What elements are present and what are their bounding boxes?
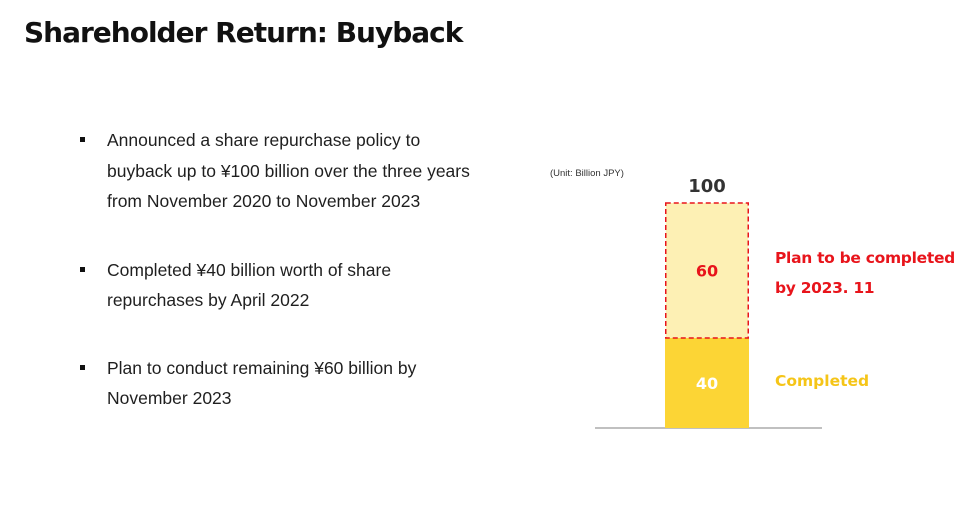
bullet-line: Announced a share repurchase policy to xyxy=(107,130,421,150)
bullet-line: Completed ¥40 billion worth of share xyxy=(107,259,392,280)
bullet-item: Announced a share repurchase policy to b… xyxy=(78,125,518,217)
square-bullet-icon xyxy=(80,266,85,272)
chart-unit-label: (Unit: Billion JPY) xyxy=(550,168,624,179)
bullet-line: repurchases by April 2022 xyxy=(107,290,310,310)
page-title: Shareholder Return: Buyback xyxy=(24,16,463,49)
buyback-stacked-bar-chart: 40 60 100 xyxy=(595,176,822,429)
bar-segment-label: 40 xyxy=(696,374,718,393)
bullet-line: November 2023 xyxy=(107,388,232,408)
bar-segment-label: 60 xyxy=(696,262,718,281)
square-bullet-icon xyxy=(80,364,85,370)
bullet-line: from November 2020 to November 2023 xyxy=(107,191,421,211)
bullet-item: Completed ¥40 billion worth of share rep… xyxy=(78,255,518,316)
bar-segment-completed xyxy=(665,338,749,428)
bar-total-label: 100 xyxy=(688,176,726,197)
bullet-list: Announced a share repurchase policy to b… xyxy=(78,125,518,414)
legend-planned: Plan to be completed by 2023. 11 xyxy=(775,243,969,303)
bullet-item: Plan to conduct remaining ¥60 billion by… xyxy=(78,353,518,414)
bar-segment-planned xyxy=(665,202,749,339)
bullet-line: buyback up to ¥100 billion over the thre… xyxy=(107,160,470,181)
bullet-line: Plan to conduct remaining ¥60 billion by xyxy=(107,357,417,378)
legend-planned-line: Plan to be completed xyxy=(775,249,955,267)
legend-completed: Completed xyxy=(775,372,870,390)
square-bullet-icon xyxy=(80,137,85,142)
legend-planned-line: by 2023. 11 xyxy=(775,279,875,297)
